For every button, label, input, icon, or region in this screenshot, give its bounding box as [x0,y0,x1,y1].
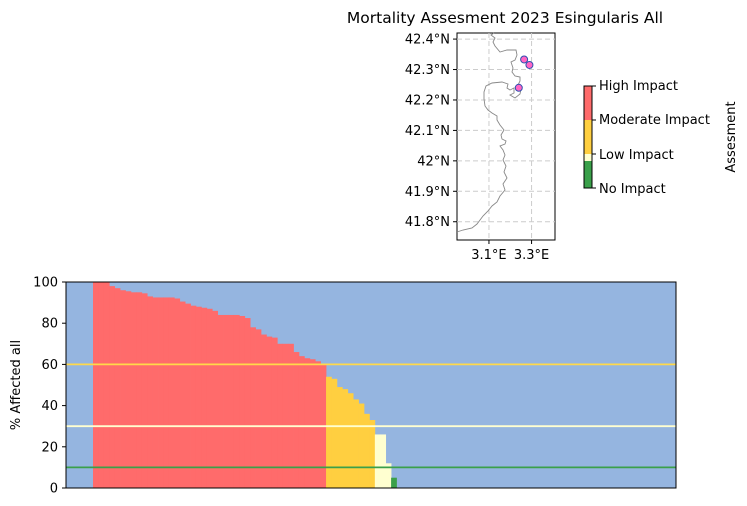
colorbar-label-low: Low Impact [599,148,674,163]
bar [195,306,202,488]
bar [185,303,191,488]
bar [120,290,126,488]
bar [158,297,164,488]
bar [217,314,224,488]
map-panel: 42.4°N 42.3°N 42.2°N 42.1°N 42°N 41.9°N 41.8°N… [405,32,556,263]
bar [190,305,197,488]
chart-title: Mortality Assesment 2023 Esingularis All [347,9,663,27]
bar [331,378,338,488]
bar [168,297,175,488]
bar [288,343,294,488]
bar [342,389,349,488]
bar [326,376,332,488]
bar [152,297,159,488]
plot-frame [65,281,677,489]
coastline [456,32,522,233]
map-tick-label-lon: 3.3°E [514,248,549,263]
bar [336,387,343,488]
y-tick-label: 40 [41,399,58,414]
site-markers [514,55,534,92]
map-tick-label-lat: 42.3°N [405,63,450,78]
bar [179,301,186,488]
bar [125,291,132,488]
bar [174,298,181,488]
site-marker [525,60,534,69]
map-tick-label-lon: 3.1°E [471,248,506,263]
bar [114,288,121,488]
bar [374,434,381,488]
map-tick-label-lat: 42°N [417,154,450,169]
bar [347,393,354,488]
bar [293,352,300,488]
bar [244,318,251,488]
y-tick-label: 0 [50,482,58,497]
bar [163,297,170,488]
bar [223,314,229,488]
bar-chart: 0 20 40 60 80 100 % Affected all [9,276,677,497]
bar [271,337,278,488]
bar [201,307,208,488]
colorbar-none-segment [584,161,592,188]
bar [212,310,219,488]
threshold-lines [66,363,676,469]
bar [109,286,116,488]
bar [130,292,137,488]
map-axis-ticks: 42.4°N 42.3°N 42.2°N 42.1°N 42°N 41.9°N 41.8°N… [405,33,549,263]
bar [364,413,370,488]
bar [233,314,240,488]
colorbar-label-high: High Impact [599,79,678,94]
colorbar-label-moderate: Moderate Impact [599,113,710,128]
bar [315,361,321,488]
bar [304,358,311,488]
bar [380,434,387,488]
y-tick-label: 60 [41,358,58,373]
map-tick-label-lat: 42.1°N [405,124,450,139]
y-tick-label: 100 [33,276,58,291]
bar [353,399,359,488]
y-axis-label: % Affected all [9,340,24,430]
bar [98,282,105,488]
map-tick-label-lat: 42.4°N [405,33,450,48]
bar [309,359,316,488]
bar [282,343,289,488]
colorbar-moderate-segment [584,120,592,154]
bar [385,463,392,488]
bar [261,334,267,488]
map-tick-label-lat: 41.9°N [405,185,450,200]
bar [255,329,262,488]
bar [391,477,397,488]
bar [93,282,99,488]
bar [136,292,143,488]
colorbar-high-segment [584,86,592,120]
bar [141,293,148,488]
bar [266,336,273,488]
colorbar-low-segment [584,154,592,161]
y-tick-label: 20 [41,440,58,455]
bar [369,420,376,488]
y-axis: 0 20 40 60 80 100 [33,276,66,497]
colorbar-frame [583,85,593,189]
bar [147,296,153,488]
bar [228,314,235,488]
bar [103,282,110,488]
bar [277,343,284,488]
colorbar: High Impact Moderate Impact Low Impact N… [583,79,739,197]
colorbar-label-none: No Impact [599,182,666,197]
site-marker [520,55,529,64]
y-tick-label: 80 [41,317,58,332]
bar [250,327,256,488]
bar [239,315,246,488]
map-tick-label-lat: 41.8°N [405,215,450,230]
map-frame [456,32,556,241]
bar [298,356,305,488]
map-tick-label-lat: 42.2°N [405,93,450,108]
bar [206,308,213,488]
bar [358,403,365,488]
site-marker [514,83,523,92]
colorbar-title: Assesment [724,101,739,172]
